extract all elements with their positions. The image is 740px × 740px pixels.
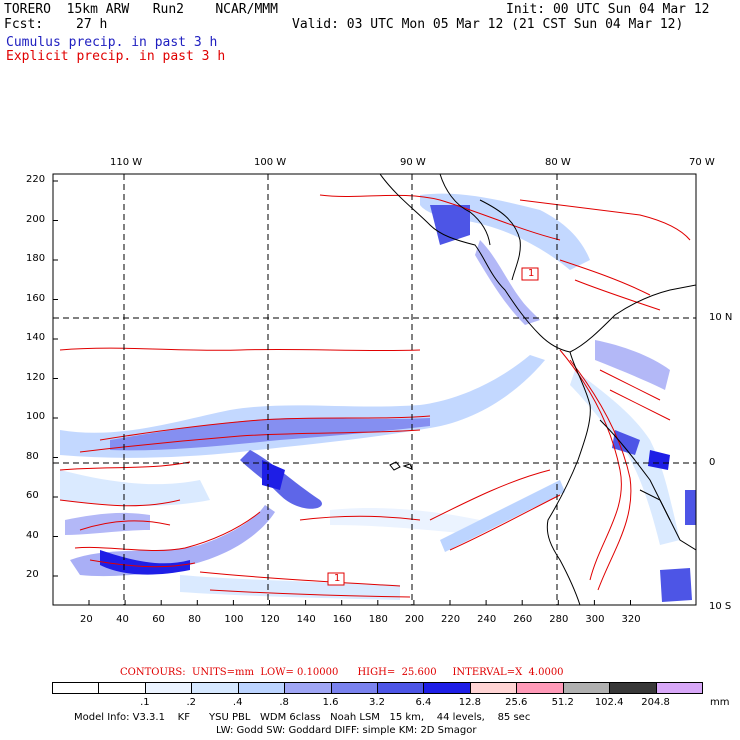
color-bar-tick-label: 12.8: [458, 697, 481, 708]
color-bar-bin: [52, 682, 100, 694]
color-bar-bin: [98, 682, 146, 694]
x-tick-label: 100: [224, 614, 244, 625]
color-bar-tick-label: .4: [232, 697, 243, 708]
color-bar-tick-label: .2: [186, 697, 197, 708]
color-bar-units: mm: [710, 697, 730, 708]
x-tick-label: 80: [188, 614, 202, 625]
lat-lon-grid: [53, 174, 696, 605]
color-bar-tick-label: .8: [279, 697, 289, 708]
contour-value-label: 1: [528, 268, 535, 279]
color-bar-bin: [423, 682, 471, 694]
color-bar-bin: [516, 682, 564, 694]
y-tick-label: 40: [26, 529, 39, 541]
x-tick-label: 180: [368, 614, 388, 625]
x-tick-label: 160: [332, 614, 352, 625]
color-bar-bin: [655, 682, 703, 694]
forecast-label: Fcst:: [4, 17, 44, 32]
x-tick-label: 200: [404, 614, 424, 625]
lon-label-100w: 100 W: [254, 157, 287, 168]
coastline-outlines: [379, 174, 696, 605]
x-tick-label: 40: [116, 614, 129, 625]
y-tick-label: 220: [26, 174, 46, 185]
contour-value-label: 1: [334, 573, 341, 584]
color-bar-bin: [377, 682, 425, 694]
color-bar-tick-label: 3.2: [369, 697, 385, 708]
explicit-precip-contours: [59, 194, 691, 598]
lat-label-0: 0: [709, 457, 716, 468]
map-frame: [52, 173, 697, 606]
y-tick-label: 80: [26, 450, 39, 462]
x-tick-label: 300: [585, 614, 605, 625]
color-bar-bin: [609, 682, 657, 694]
color-bar-tick-label: 51.2: [551, 697, 574, 708]
color-bar-bin: [469, 682, 518, 694]
y-tick-label: 200: [26, 213, 46, 225]
x-tick-label: 140: [296, 614, 316, 625]
lon-label-70w: 70 W: [689, 157, 715, 168]
model-title: TORERO 15km ARW Run2 NCAR/MMM: [4, 2, 278, 17]
contour-label-boxes: [327, 267, 539, 586]
model-info-line1: Model Info: V3.3.1 KF YSU PBL WDM 6class…: [74, 712, 531, 723]
color-bar-tick-label: 25.6: [505, 697, 528, 708]
color-bar-bin: [237, 682, 286, 694]
lon-label-110w: 110 W: [110, 157, 143, 168]
x-tick-label: 280: [549, 614, 569, 625]
y-tick-label: 140: [26, 332, 46, 343]
model-info-line2: LW: Godd SW: Goddard DIFF: simple KM: 2D…: [216, 725, 477, 736]
color-bar-tick-label: 6.4: [415, 697, 432, 708]
lat-label-10n: 10 N: [709, 312, 733, 323]
cumulus-legend-line: Cumulus precip. in past 3 h: [6, 35, 218, 50]
x-tick-label: 260: [513, 614, 533, 625]
valid-time: Valid: 03 UTC Mon 05 Mar 12 (21 CST Sun …: [292, 17, 684, 32]
y-tick-label: 100: [26, 411, 46, 422]
color-bar-tick-label: .1: [140, 697, 150, 708]
x-tick-label: 60: [152, 614, 165, 625]
color-bar-tick-label: 204.8: [641, 697, 670, 708]
y-tick-label: 120: [26, 371, 46, 383]
lat-label-10s: 10 S: [709, 601, 732, 612]
y-tick-label: 20: [26, 569, 39, 580]
init-time: Init: 00 UTC Sun 04 Mar 12: [506, 2, 710, 17]
color-bar-bin: [562, 682, 611, 694]
x-tick-label: 120: [260, 614, 280, 625]
color-bar-bin: [191, 682, 239, 694]
x-tick-label: 20: [80, 614, 93, 625]
color-bar-bin: [284, 682, 332, 694]
contours-legend: CONTOURS: UNITS=mm LOW= 0.10000 HIGH= 25…: [120, 667, 564, 678]
forecast-hours: 27 h: [76, 17, 108, 32]
lon-label-80w: 80 W: [545, 157, 571, 168]
x-tick-label: 320: [621, 614, 641, 625]
y-tick-label: 180: [26, 253, 46, 264]
y-tick-label: 60: [26, 490, 39, 501]
x-tick-label: 220: [441, 614, 461, 625]
x-tick-label: 240: [477, 614, 497, 625]
color-bar-bin: [330, 682, 378, 694]
color-bar-tick-label: 102.4: [594, 697, 624, 708]
color-bar-bin: [144, 682, 193, 694]
explicit-legend-line: Explicit precip. in past 3 h: [6, 49, 226, 64]
y-tick-label: 160: [26, 292, 46, 304]
color-bar-tick-label: 1.6: [322, 697, 339, 708]
cumulus-precip-field: [60, 193, 696, 602]
lon-label-90w: 90 W: [400, 157, 426, 168]
